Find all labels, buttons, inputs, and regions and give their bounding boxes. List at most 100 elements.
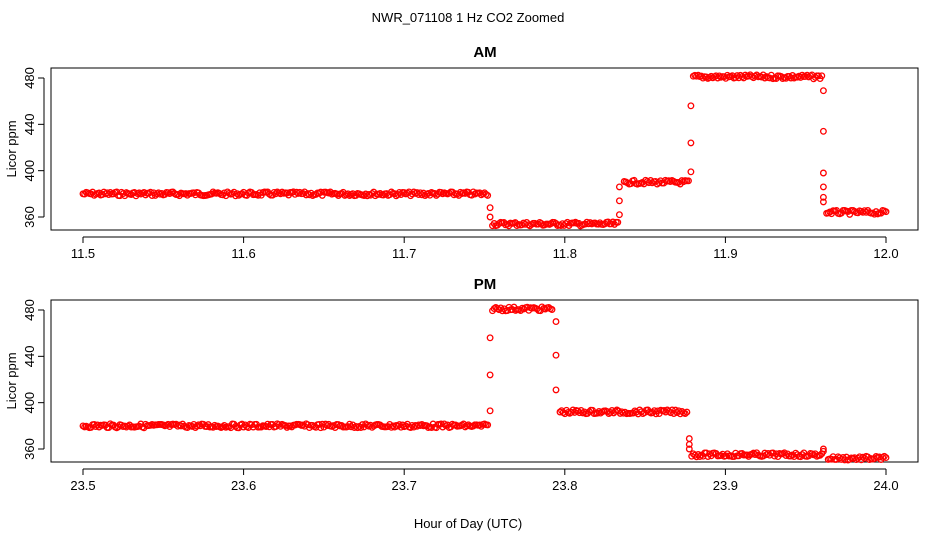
am-data-points (79, 71, 890, 230)
am-transition-point-3 (819, 87, 827, 95)
am-data-point (216, 189, 223, 197)
am-data-point (130, 189, 138, 196)
pm-transition-point-0 (486, 407, 494, 415)
am-transition-point-3 (819, 183, 827, 191)
am-data-point (400, 189, 408, 197)
pm-transition-point-2 (685, 445, 693, 453)
am-segment-3 (689, 71, 826, 83)
am-data-point (818, 72, 826, 80)
am-transition-point-3 (819, 198, 827, 206)
pm-data-point (428, 424, 435, 432)
am-data-point (296, 188, 304, 196)
pm-transition-point-1 (552, 351, 560, 359)
am-data-point (699, 74, 707, 82)
am-panel-title: AM (473, 44, 496, 61)
am-data-point (135, 189, 143, 197)
pm-plot-frame (50, 299, 919, 463)
am-data-point (230, 188, 238, 196)
am-segment-4 (823, 206, 890, 218)
pm-panel: PM Licor ppm 23.5 23.6 23.7 23.8 23.9 24.0 360… (4, 276, 919, 493)
pm-data-point (317, 424, 325, 432)
pm-data-point (323, 422, 331, 429)
pm-y-tick-label: 440 (22, 345, 37, 367)
am-data-point (106, 189, 114, 196)
am-data-point (723, 71, 731, 79)
am-y-tick-label: 360 (22, 206, 37, 228)
pm-data-point (782, 452, 790, 459)
pm-data-point (683, 408, 691, 416)
am-data-point (233, 190, 241, 198)
am-transition-point-1 (615, 183, 623, 191)
pm-data-point (299, 421, 307, 429)
pm-data-point (281, 422, 289, 430)
am-y-tick-label: 480 (22, 67, 37, 89)
pm-data-point (548, 306, 556, 313)
am-data-point (547, 220, 555, 227)
pm-transition-point-2 (685, 435, 693, 443)
pm-data-point (743, 451, 751, 459)
am-segment-2 (620, 176, 692, 188)
am-data-point (802, 72, 809, 80)
pm-x-tick-label: 23.9 (713, 478, 738, 493)
pm-transition-point-1 (552, 386, 560, 394)
pm-data-point (275, 421, 283, 429)
am-plot-frame (50, 67, 919, 231)
am-transition-point-3 (819, 193, 827, 201)
pm-y-tick-label: 480 (22, 299, 37, 321)
am-data-point (299, 190, 307, 197)
pm-data-point (681, 410, 689, 418)
pm-data-point (399, 421, 407, 429)
pm-data-point (882, 454, 890, 462)
pm-data-point (440, 420, 448, 428)
pm-data-point (106, 420, 114, 428)
am-data-point (87, 190, 95, 198)
am-data-point (379, 191, 387, 199)
am-data-point (594, 220, 602, 228)
pm-transition-point-2 (685, 440, 693, 448)
am-data-point (333, 190, 341, 198)
am-transition-point-3 (819, 169, 827, 177)
pm-x-tick-label: 23.8 (552, 478, 577, 493)
pm-data-point (283, 423, 291, 431)
am-data-point (147, 188, 154, 196)
figure-title: NWR_071108 1 Hz CO2 Zoomed (372, 10, 565, 25)
pm-data-point (595, 408, 603, 415)
am-data-point (761, 74, 769, 82)
pm-data-point (696, 453, 704, 461)
am-segment-0 (79, 188, 492, 200)
am-transition-point-2 (687, 168, 695, 176)
am-data-point (694, 71, 702, 79)
am-transition-point-3 (819, 127, 827, 135)
pm-data-point (469, 422, 477, 430)
am-data-point (418, 191, 426, 199)
am-data-point (585, 220, 592, 228)
pm-data-point (730, 453, 738, 461)
am-data-point (317, 188, 325, 196)
pm-segment-1 (489, 303, 556, 315)
pm-data-point (347, 423, 355, 431)
pm-data-point (408, 421, 416, 429)
pm-data-point (203, 423, 211, 430)
x-axis-label: Hour of Day (UTC) (414, 516, 522, 531)
pm-transition-point-1 (552, 318, 560, 326)
pm-segment-3 (688, 449, 826, 461)
am-data-point (882, 208, 890, 216)
am-data-point (630, 176, 638, 184)
am-data-point (484, 191, 492, 199)
pm-transition-point-0 (486, 334, 494, 342)
am-data-point (707, 72, 715, 80)
pm-x-tick-label: 23.5 (70, 478, 95, 493)
am-data-point (720, 73, 728, 81)
am-x-tick-label: 11.5 (71, 246, 95, 261)
am-y-tick-label: 440 (22, 113, 37, 135)
am-x-tick-label: 11.9 (713, 246, 737, 261)
am-axes: 11.5 11.6 11.7 11.8 11.9 12.0 360 400 440 480 (22, 67, 899, 261)
am-data-point (305, 191, 313, 199)
pm-y-axis-label: Licor ppm (4, 352, 19, 409)
am-transition-point-0 (486, 213, 494, 221)
am-data-point (702, 73, 710, 81)
pm-data-point (717, 452, 725, 460)
pm-panel-title: PM (474, 276, 497, 293)
am-data-point (685, 177, 692, 185)
